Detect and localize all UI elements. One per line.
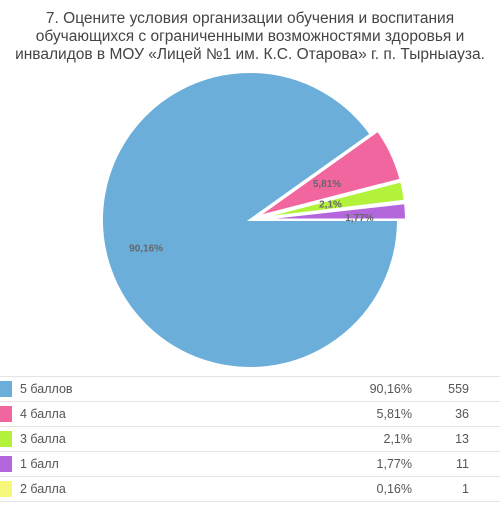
pie-slice-label-0: 90,16% [129,244,163,255]
legend-percent: 0,16% [376,482,412,496]
chart-title: 7. Оцените условия организации обучения … [0,10,500,64]
chart-title-line-2: обучающихся с ограниченными возможностям… [35,28,465,45]
legend-label: 1 балл [20,457,59,471]
legend-table: 5 баллов 90,16% 559 4 балла 5,81% 36 3 б… [0,376,500,502]
pie-slice-label-3: 1,77% [345,213,373,224]
legend-percent: 90,16% [369,382,412,396]
chart-title-line-1: 7. Оцените условия организации обучения … [45,10,455,27]
legend-count: 1 [462,482,469,496]
legend-label: 3 балла [20,432,66,446]
legend-percent: 5,81% [376,407,412,421]
pie-slice-2 [257,180,406,220]
legend-count: 13 [455,432,469,446]
pie-slice-label-2: 2,1% [319,200,342,211]
legend-label: 5 баллов [20,382,73,396]
pie-slice-1 [256,129,402,218]
legend-label: 2 балла [20,482,66,496]
legend-swatch [0,481,12,497]
pie-chart: 90,16% 5,81% 2,1%1,77% [101,71,407,369]
pie-slice-label-1: 5,81% [313,179,341,190]
legend-label: 4 балла [20,407,66,421]
legend-row-5-points: 5 баллов 90,16% 559 [0,377,500,402]
legend-count: 36 [455,407,469,421]
legend-count: 559 [448,382,469,396]
legend-swatch [0,406,12,422]
legend-count: 11 [456,457,469,471]
chart-title-line-3: инвалидов в МОУ «Лицей №1 им. К.С. Отаро… [15,46,485,63]
legend-swatch [0,431,12,447]
legend-swatch [0,381,12,397]
legend-percent: 2,1% [383,432,413,446]
legend-row-4-points: 4 балла 5,81% 36 [0,402,500,427]
legend-row-3-points: 3 балла 2,1% 13 [0,427,500,452]
legend-row-1-point: 1 балл 1,77% 11 [0,452,500,477]
legend-percent: 1,77% [376,457,412,471]
legend-row-2-points: 2 балла 0,16% 1 [0,477,500,502]
pie-slice-0 [101,71,400,369]
legend-swatch [0,456,12,472]
